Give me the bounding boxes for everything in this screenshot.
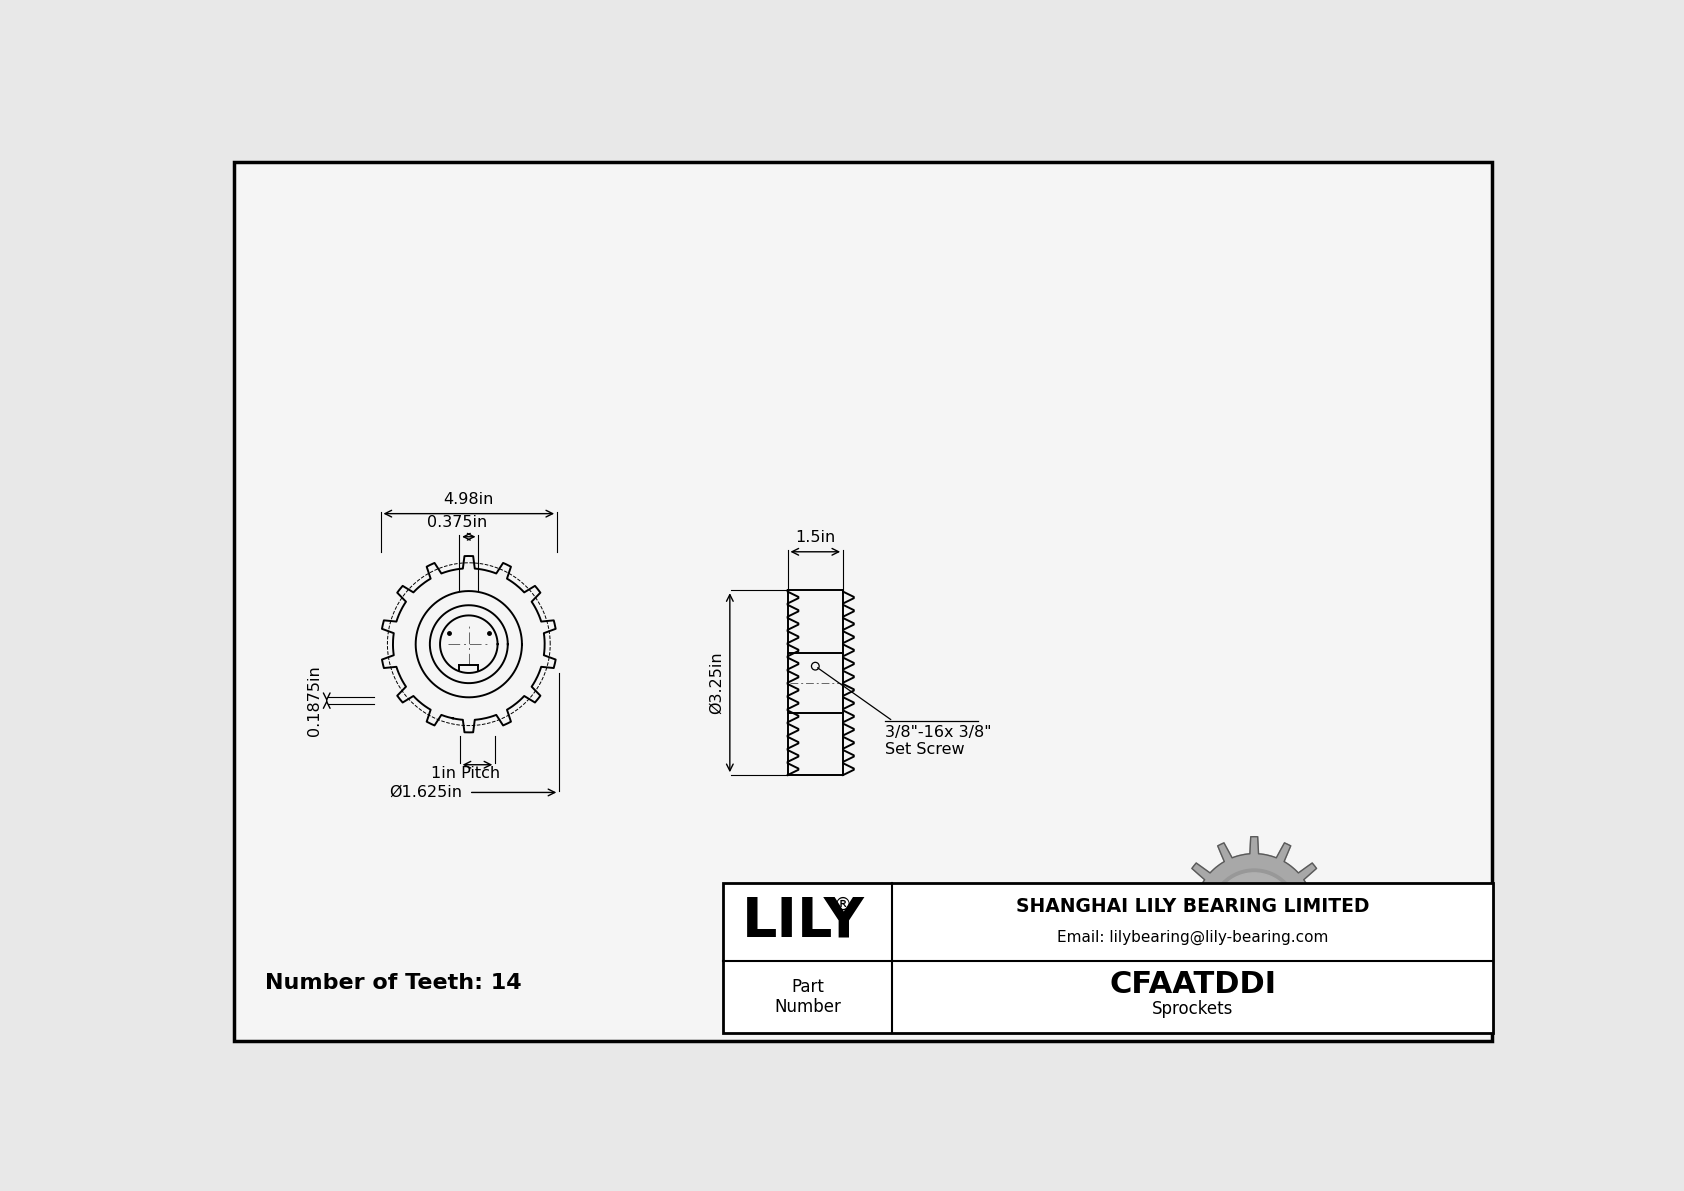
Text: Sprockets: Sprockets xyxy=(1152,1000,1233,1018)
Circle shape xyxy=(1231,891,1276,937)
Text: Email: lilybearing@lily-bearing.com: Email: lilybearing@lily-bearing.com xyxy=(1058,930,1329,944)
Polygon shape xyxy=(1179,837,1330,991)
Text: 1in Pitch: 1in Pitch xyxy=(431,766,500,781)
Text: LILY: LILY xyxy=(743,894,866,949)
Circle shape xyxy=(1233,893,1275,935)
Text: 3/8"-16x 3/8"
Set Screw: 3/8"-16x 3/8" Set Screw xyxy=(886,725,992,757)
Text: Ø1.625in: Ø1.625in xyxy=(389,785,463,800)
Text: SHANGHAI LILY BEARING LIMITED: SHANGHAI LILY BEARING LIMITED xyxy=(1015,897,1369,916)
Text: CFAATDDI: CFAATDDI xyxy=(1110,971,1276,999)
Circle shape xyxy=(1214,873,1295,954)
Text: Part
Number: Part Number xyxy=(775,978,840,1016)
Text: Ø3.25in: Ø3.25in xyxy=(709,651,724,713)
Bar xyxy=(722,883,1494,1033)
Text: Number of Teeth: 14: Number of Teeth: 14 xyxy=(264,973,522,993)
Text: 0.375in: 0.375in xyxy=(428,515,487,530)
Text: 1.5in: 1.5in xyxy=(795,530,835,544)
Circle shape xyxy=(1209,869,1298,959)
Text: 0.1875in: 0.1875in xyxy=(306,666,322,736)
Text: 4.98in: 4.98in xyxy=(443,492,493,506)
Text: ®: ® xyxy=(834,896,850,913)
